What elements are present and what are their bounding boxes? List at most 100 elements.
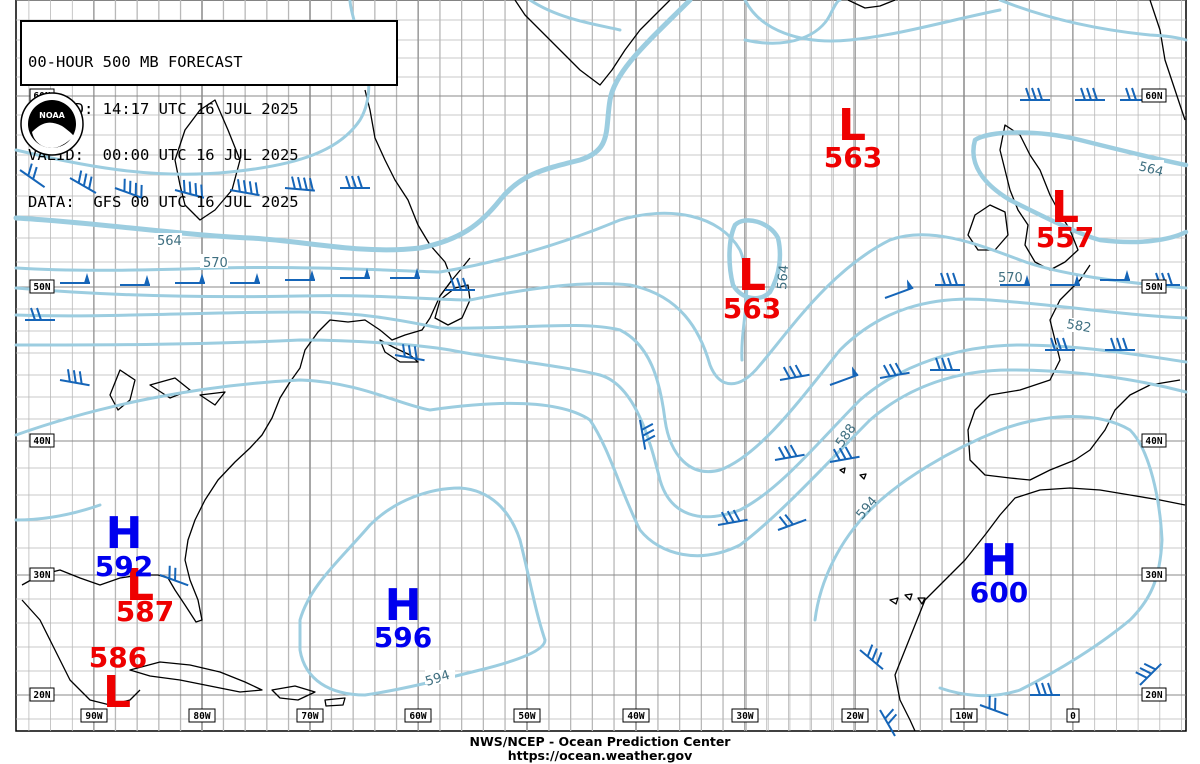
lon-label: 30W <box>736 711 753 722</box>
lon-label: 60W <box>409 711 426 722</box>
wind-barb <box>390 268 420 279</box>
contour-594-closed <box>298 486 547 697</box>
wind-barb <box>1045 337 1075 351</box>
lon-label: 90W <box>85 711 102 722</box>
wind-barb <box>774 444 805 461</box>
contour-564-closed-L <box>727 218 783 301</box>
azores <box>839 467 867 480</box>
high-center-letter: H <box>981 535 1018 586</box>
wind-barb <box>884 279 914 299</box>
iceland <box>847 0 896 9</box>
lon-label-box <box>404 708 432 723</box>
lon-label-box <box>80 708 108 723</box>
canary-islands <box>889 593 926 605</box>
lat-label-box <box>1141 687 1167 702</box>
lon-label-box <box>622 708 650 723</box>
contour-label-bg <box>154 233 182 247</box>
north-america-coast <box>21 257 471 623</box>
lat-label: 30N <box>1145 570 1162 581</box>
forecast-title-box: 00-HOUR 500 MB FORECAST ISSUED: 14:17 UT… <box>20 20 398 209</box>
hispaniola <box>271 685 316 701</box>
lat-label-box <box>29 567 55 582</box>
contour-576 <box>14 297 1188 473</box>
puerto-rico <box>324 697 346 707</box>
wind-barb <box>1075 87 1105 101</box>
lat-label: 40N <box>1145 436 1162 447</box>
british-isles <box>999 124 1079 271</box>
lat-label-box <box>1141 279 1167 294</box>
wind-barb <box>639 419 656 450</box>
gulf-coast <box>21 599 141 706</box>
wind-barb <box>879 708 898 737</box>
contour-558 <box>528 0 622 32</box>
low-center-value: 563 <box>824 141 882 174</box>
title-line: 00-HOUR 500 MB FORECAST <box>28 53 243 71</box>
lat-label-box <box>1141 433 1167 448</box>
lat-label-box <box>1141 567 1167 582</box>
footer-agency: NWS/NCEP - Ocean Prediction Center <box>469 734 731 749</box>
contour-label: 570 <box>203 256 228 271</box>
contour-582 <box>14 338 1188 519</box>
wind-barb <box>340 175 370 189</box>
contour-label-bg <box>200 254 228 268</box>
low-center-value: 563 <box>723 292 781 325</box>
high-center-value: 596 <box>374 621 432 654</box>
wind-barbs <box>19 87 1180 737</box>
contour-label-bg <box>1064 318 1094 332</box>
lon-label-box <box>731 708 759 723</box>
wind-barb <box>1105 337 1135 351</box>
wind-barb <box>829 446 860 463</box>
greenland-coast <box>514 0 671 86</box>
footer-url: https://ocean.weather.gov <box>507 748 693 763</box>
footer: NWS/NCEP - Ocean Prediction Center https… <box>0 735 1200 763</box>
ireland <box>967 204 1009 251</box>
lon-label: 10W <box>955 711 972 722</box>
lat-label-box <box>1141 88 1167 103</box>
africa-coast <box>894 487 1186 732</box>
data-line: DATA: GFS 00 UTC 16 JUL 2025 <box>28 192 299 211</box>
wind-barb <box>859 644 884 671</box>
contour-label-bg <box>425 670 455 684</box>
contour-label: 564 <box>157 234 182 249</box>
wind-barb <box>935 272 965 286</box>
norway <box>1149 0 1186 121</box>
contour-label: 564 <box>1137 159 1165 180</box>
lat-label: 20N <box>33 690 50 701</box>
contour-label: 582 <box>1065 317 1092 336</box>
lon-label: 0 <box>1070 711 1076 722</box>
wind-barb <box>717 509 748 526</box>
lat-label-box <box>29 687 55 702</box>
contour-564-west <box>14 211 749 362</box>
lon-label: 50W <box>518 711 535 722</box>
low-center-letter: L <box>738 250 766 301</box>
lon-label: 70W <box>301 711 318 722</box>
wind-barb <box>230 273 260 284</box>
lat-label: 50N <box>1145 282 1162 293</box>
lon-label-box <box>188 708 216 723</box>
contour-iceland <box>743 0 1002 43</box>
wind-barb <box>69 170 97 194</box>
lat-label: 50N <box>33 282 50 293</box>
contour-564-east <box>971 130 1189 245</box>
wind-barb <box>174 179 205 199</box>
axis-labels: 60N60N50N50N40N40N30N30N20N20N90W80W70W6… <box>29 88 1167 723</box>
contour-label: 594 <box>424 668 452 690</box>
wind-barb <box>1000 275 1030 286</box>
contour-north-east <box>743 0 842 45</box>
high-center-value: 600 <box>970 576 1028 609</box>
contour-570 <box>14 233 1188 386</box>
wind-barb <box>777 513 807 531</box>
wind-barb <box>1100 270 1130 281</box>
wind-barb <box>285 270 315 281</box>
wind-barb <box>19 163 46 189</box>
wind-barb <box>1050 275 1080 286</box>
contour-label-bg <box>1136 160 1164 174</box>
wind-barb <box>120 275 150 286</box>
lon-label: 80W <box>193 711 210 722</box>
coastlines <box>21 0 1186 732</box>
low-center-letter: L <box>1051 182 1079 233</box>
map-frame <box>15 0 1187 732</box>
nova-scotia <box>379 339 419 363</box>
lon-label: 40W <box>627 711 644 722</box>
cuba <box>129 661 263 693</box>
